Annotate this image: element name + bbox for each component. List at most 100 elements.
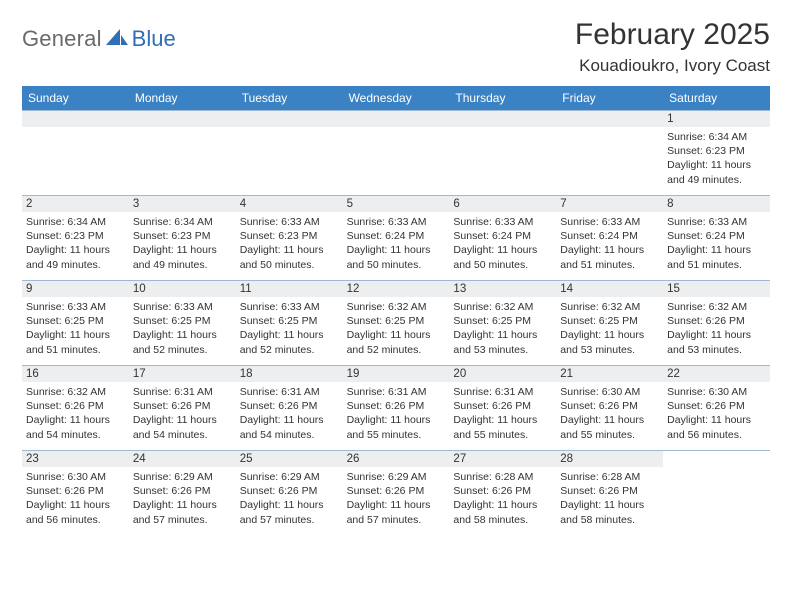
sunset-line: Sunset: 6:26 PM: [133, 399, 232, 413]
sunrise-line: Sunrise: 6:29 AM: [240, 470, 339, 484]
day-number-bar: [343, 111, 450, 127]
day-number: 18: [236, 366, 343, 382]
sunrise-line: Sunrise: 6:33 AM: [667, 215, 766, 229]
day-number: 21: [556, 366, 663, 382]
sunset-line: Sunset: 6:24 PM: [453, 229, 552, 243]
sunrise-line: Sunrise: 6:33 AM: [560, 215, 659, 229]
daylight-line: Daylight: 11 hours and 53 minutes.: [667, 328, 766, 356]
day-cell: 24Sunrise: 6:29 AMSunset: 6:26 PMDayligh…: [129, 451, 236, 535]
sunset-line: Sunset: 6:26 PM: [240, 399, 339, 413]
empty-day-cell: [556, 111, 663, 195]
sunset-line: Sunset: 6:26 PM: [667, 314, 766, 328]
daylight-line: Daylight: 11 hours and 51 minutes.: [667, 243, 766, 271]
empty-day-cell: [236, 111, 343, 195]
sunrise-line: Sunrise: 6:30 AM: [667, 385, 766, 399]
sunset-line: Sunset: 6:26 PM: [560, 484, 659, 498]
day-cell: 15 Sunrise: 6:32 AMSunset: 6:26 PMDayligh…: [663, 281, 770, 365]
sunset-line: Sunset: 6:25 PM: [560, 314, 659, 328]
week-row: 23Sunrise: 6:30 AMSunset: 6:26 PMDayligh…: [22, 450, 770, 535]
daylight-line: Daylight: 11 hours and 52 minutes.: [347, 328, 446, 356]
sunrise-line: Sunrise: 6:33 AM: [26, 300, 125, 314]
weekday-header: Monday: [129, 86, 236, 110]
sunset-line: Sunset: 6:23 PM: [133, 229, 232, 243]
day-cell: 3Sunrise: 6:34 AMSunset: 6:23 PMDaylight…: [129, 196, 236, 280]
sunset-line: Sunset: 6:26 PM: [453, 399, 552, 413]
day-cell: 19Sunrise: 6:31 AMSunset: 6:26 PMDayligh…: [343, 366, 450, 450]
day-number: 15: [663, 281, 770, 297]
sunrise-line: Sunrise: 6:31 AM: [453, 385, 552, 399]
empty-day-cell: [22, 111, 129, 195]
day-number: 6: [449, 196, 556, 212]
weekday-header-row: Sunday Monday Tuesday Wednesday Thursday…: [22, 86, 770, 110]
week-row: 1Sunrise: 6:34 AMSunset: 6:23 PMDaylight…: [22, 110, 770, 195]
daylight-line: Daylight: 11 hours and 57 minutes.: [347, 498, 446, 526]
sunrise-line: Sunrise: 6:33 AM: [133, 300, 232, 314]
day-cell: 17Sunrise: 6:31 AMSunset: 6:26 PMDayligh…: [129, 366, 236, 450]
empty-day-cell: [129, 111, 236, 195]
day-number-bar: [22, 111, 129, 127]
daylight-line: Daylight: 11 hours and 50 minutes.: [453, 243, 552, 271]
topbar: General Blue February 2025 Kouadioukro, …: [22, 18, 770, 76]
daylight-line: Daylight: 11 hours and 52 minutes.: [240, 328, 339, 356]
day-cell: 23Sunrise: 6:30 AMSunset: 6:26 PMDayligh…: [22, 451, 129, 535]
day-cell: 6 Sunrise: 6:33 AMSunset: 6:24 PMDaylight…: [449, 196, 556, 280]
day-cell: 16 Sunrise: 6:32 AMSunset: 6:26 PMDayligh…: [22, 366, 129, 450]
sunset-line: Sunset: 6:26 PM: [560, 399, 659, 413]
daylight-line: Daylight: 11 hours and 54 minutes.: [26, 413, 125, 441]
sunrise-line: Sunrise: 6:32 AM: [26, 385, 125, 399]
sunrise-line: Sunrise: 6:32 AM: [347, 300, 446, 314]
day-cell: 18Sunrise: 6:31 AMSunset: 6:26 PMDayligh…: [236, 366, 343, 450]
sunset-line: Sunset: 6:26 PM: [26, 399, 125, 413]
day-number-bar: [449, 111, 556, 127]
sunset-line: Sunset: 6:25 PM: [347, 314, 446, 328]
daylight-line: Daylight: 11 hours and 50 minutes.: [347, 243, 446, 271]
day-number: 16: [22, 366, 129, 382]
sunset-line: Sunset: 6:26 PM: [347, 399, 446, 413]
sunset-line: Sunset: 6:24 PM: [560, 229, 659, 243]
sunrise-line: Sunrise: 6:33 AM: [347, 215, 446, 229]
daylight-line: Daylight: 11 hours and 49 minutes.: [26, 243, 125, 271]
day-number: 17: [129, 366, 236, 382]
day-cell: 2 Sunrise: 6:34 AMSunset: 6:23 PMDaylight…: [22, 196, 129, 280]
day-number: 28: [556, 451, 663, 467]
day-number: 2: [22, 196, 129, 212]
daylight-line: Daylight: 11 hours and 49 minutes.: [133, 243, 232, 271]
daylight-line: Daylight: 11 hours and 55 minutes.: [347, 413, 446, 441]
sunset-line: Sunset: 6:25 PM: [240, 314, 339, 328]
day-number: 12: [343, 281, 450, 297]
sunrise-line: Sunrise: 6:29 AM: [133, 470, 232, 484]
day-number: 9: [22, 281, 129, 297]
daylight-line: Daylight: 11 hours and 51 minutes.: [560, 243, 659, 271]
day-cell: 1Sunrise: 6:34 AMSunset: 6:23 PMDaylight…: [663, 111, 770, 195]
day-cell: 13Sunrise: 6:32 AMSunset: 6:25 PMDayligh…: [449, 281, 556, 365]
sunrise-line: Sunrise: 6:34 AM: [26, 215, 125, 229]
day-number: 11: [236, 281, 343, 297]
day-cell: 25Sunrise: 6:29 AMSunset: 6:26 PMDayligh…: [236, 451, 343, 535]
daylight-line: Daylight: 11 hours and 52 minutes.: [133, 328, 232, 356]
day-cell: 26Sunrise: 6:29 AMSunset: 6:26 PMDayligh…: [343, 451, 450, 535]
daylight-line: Daylight: 11 hours and 49 minutes.: [667, 158, 766, 186]
daylight-line: Daylight: 11 hours and 55 minutes.: [453, 413, 552, 441]
sunset-line: Sunset: 6:26 PM: [133, 484, 232, 498]
brand-text-general: General: [22, 26, 102, 52]
sunrise-line: Sunrise: 6:33 AM: [453, 215, 552, 229]
sunset-line: Sunset: 6:25 PM: [133, 314, 232, 328]
sunset-line: Sunset: 6:23 PM: [240, 229, 339, 243]
brand-logo: General Blue: [22, 18, 176, 52]
daylight-line: Daylight: 11 hours and 55 minutes.: [560, 413, 659, 441]
sunrise-line: Sunrise: 6:31 AM: [133, 385, 232, 399]
day-number-bar: [556, 111, 663, 127]
day-number: 8: [663, 196, 770, 212]
day-cell: 9Sunrise: 6:33 AMSunset: 6:25 PMDaylight…: [22, 281, 129, 365]
weekday-header: Sunday: [22, 86, 129, 110]
sunset-line: Sunset: 6:23 PM: [26, 229, 125, 243]
sunrise-line: Sunrise: 6:32 AM: [667, 300, 766, 314]
daylight-line: Daylight: 11 hours and 56 minutes.: [26, 498, 125, 526]
day-cell: 8Sunrise: 6:33 AMSunset: 6:24 PMDaylight…: [663, 196, 770, 280]
daylight-line: Daylight: 11 hours and 53 minutes.: [453, 328, 552, 356]
sunrise-line: Sunrise: 6:28 AM: [453, 470, 552, 484]
day-number: 14: [556, 281, 663, 297]
day-number: 4: [236, 196, 343, 212]
empty-day-cell: [343, 111, 450, 195]
day-number-bar: [236, 111, 343, 127]
